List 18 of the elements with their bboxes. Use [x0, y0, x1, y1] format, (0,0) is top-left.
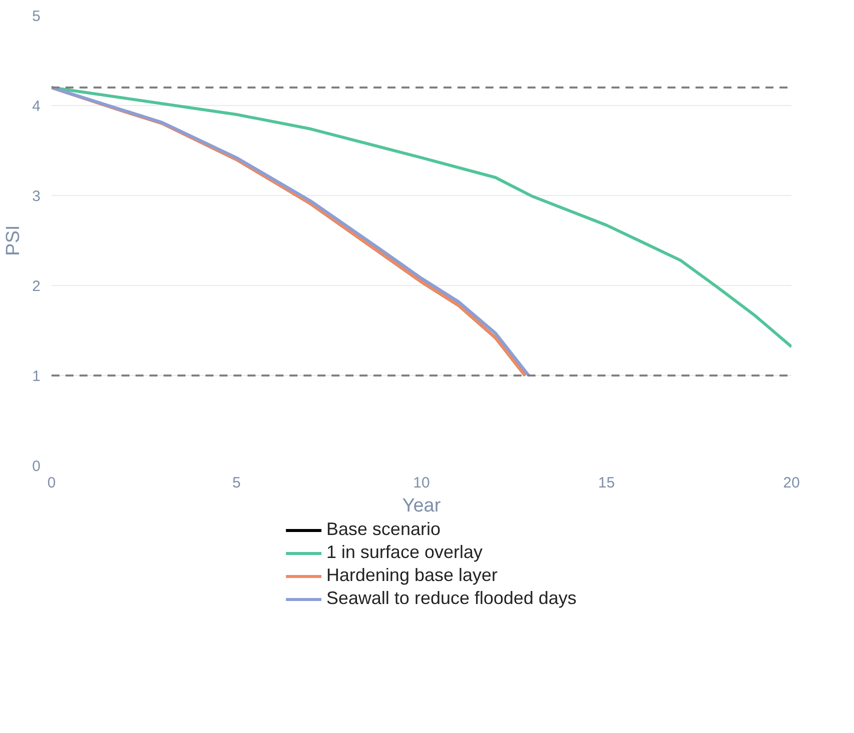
legend-label: Hardening base layer	[326, 565, 498, 586]
x-tick-label: 5	[232, 474, 241, 492]
x-tick-label: 15	[598, 474, 615, 492]
x-tick-label: 0	[47, 474, 56, 492]
legend-label: Base scenario	[326, 519, 440, 540]
line-series	[52, 86, 792, 348]
legend-label: 1 in surface overlay	[326, 542, 482, 563]
y-axis-title: PSI	[3, 225, 24, 256]
y-tick-label: 2	[32, 278, 40, 295]
y-tick-label: 3	[32, 188, 40, 205]
y-tick-label: 5	[32, 8, 40, 25]
y-tick-label: 1	[32, 368, 40, 385]
y-tick-label: 4	[32, 98, 40, 115]
x-tick-label: 10	[413, 474, 430, 492]
y-tick-label: 0	[32, 458, 40, 475]
x-axis-title: Year	[402, 496, 442, 516]
legend-label: Seawall to reduce flooded days	[326, 588, 577, 609]
x-tick-label: 20	[783, 474, 800, 492]
